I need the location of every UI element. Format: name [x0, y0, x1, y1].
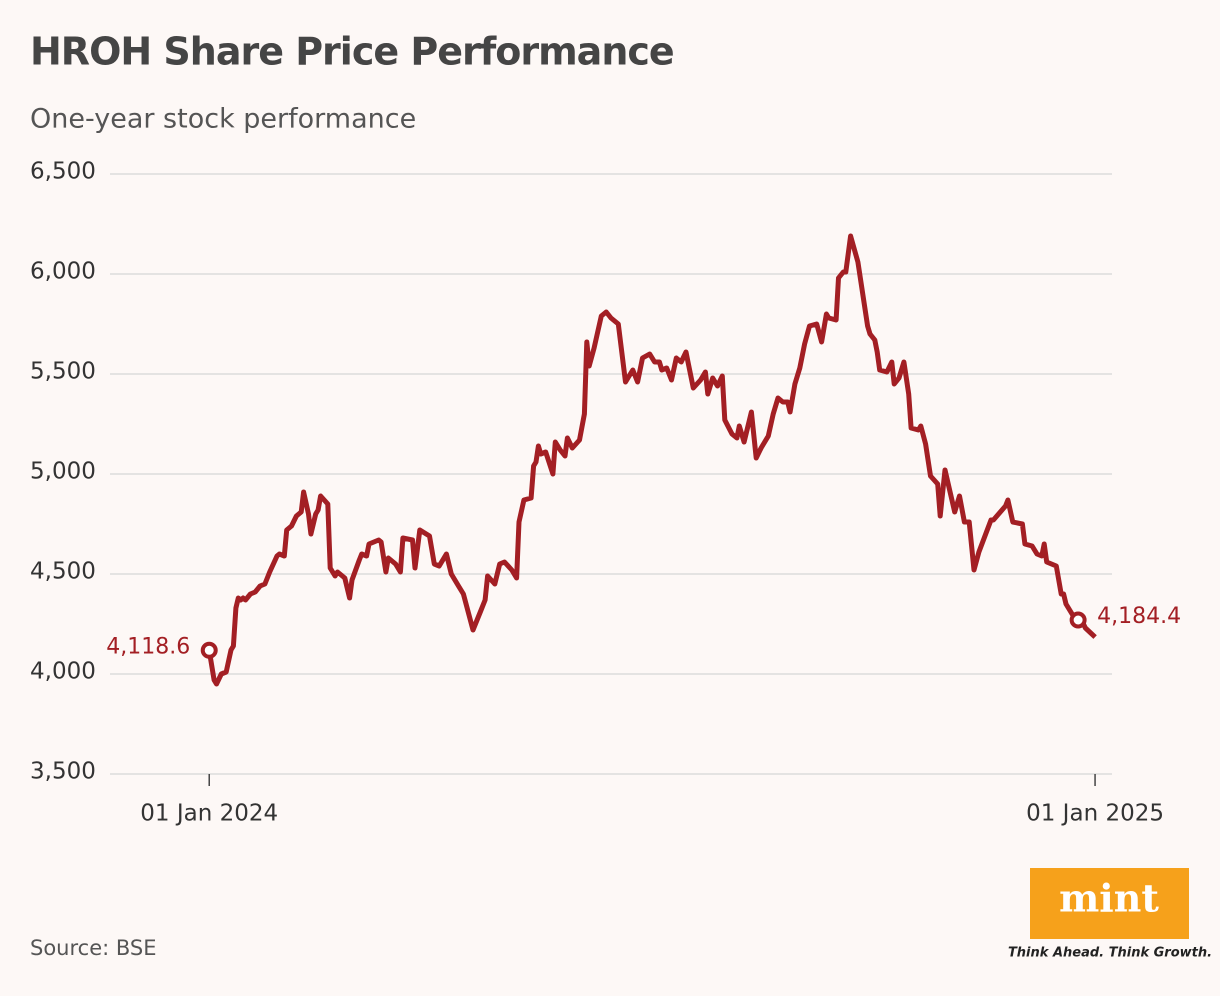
y-tick-label: 4,000	[30, 659, 96, 685]
y-tick-label: 6,500	[30, 159, 96, 185]
source: Source: BSE	[30, 936, 157, 960]
end-point	[200, 641, 218, 659]
y-tick-label: 6,000	[30, 259, 96, 285]
y-tick-label: 5,500	[30, 359, 96, 385]
y-tick-label: 4,500	[30, 559, 96, 585]
y-tick-label: 5,000	[30, 459, 96, 485]
y-tick-label: 3,500	[30, 759, 96, 785]
point-label: 4,118.6	[106, 634, 190, 659]
chart-subtitle: One-year stock performance	[30, 104, 416, 135]
logo-box	[1030, 868, 1189, 939]
logo-tagline: Think Ahead. Think Growth.	[1008, 946, 1212, 961]
point-label: 4,184.4	[1097, 604, 1181, 629]
logo: mint	[1059, 876, 1159, 921]
end-point	[1069, 611, 1087, 629]
price-line	[206, 233, 1097, 687]
x-tick-label: 01 Jan 2024	[140, 801, 278, 827]
chart-title: HROH Share Price Performance	[30, 30, 674, 74]
x-tick-label: 01 Jan 2025	[1026, 801, 1164, 827]
